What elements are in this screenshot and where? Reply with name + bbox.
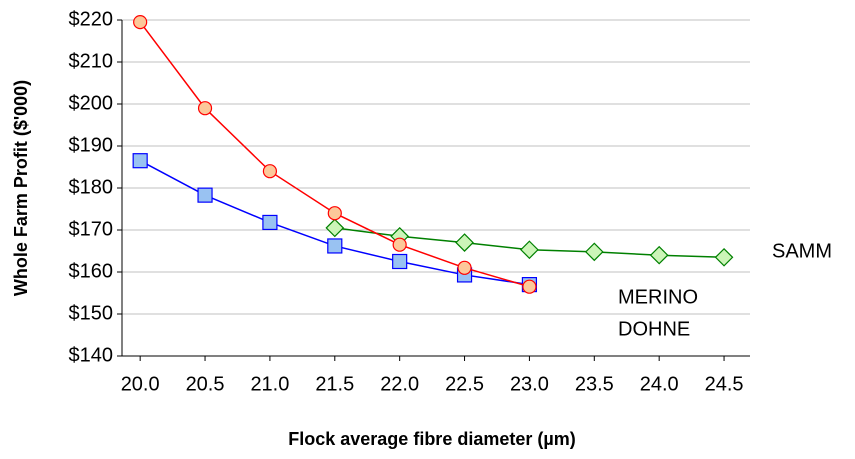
y-tick-label: $160 bbox=[69, 260, 114, 282]
point bbox=[325, 218, 345, 238]
point bbox=[392, 237, 407, 252]
x-axis-title: Flock average fibre diameter (µm) bbox=[288, 429, 575, 449]
point bbox=[262, 214, 278, 231]
point bbox=[649, 245, 669, 265]
y-tick-label: $180 bbox=[69, 176, 114, 198]
point bbox=[327, 206, 342, 221]
x-tick-label: 21.0 bbox=[250, 373, 289, 395]
point bbox=[392, 253, 408, 270]
x-tick-label: 24.0 bbox=[640, 373, 679, 395]
point bbox=[262, 164, 278, 179]
point bbox=[132, 153, 148, 169]
y-tick-label: $150 bbox=[69, 302, 114, 324]
series-label: DOHNE bbox=[618, 318, 690, 340]
point bbox=[455, 233, 474, 252]
series-label: MERINO bbox=[618, 286, 698, 308]
point bbox=[133, 15, 148, 30]
x-tick-label: 22.0 bbox=[380, 373, 419, 395]
y-tick-label: $220 bbox=[69, 8, 114, 30]
y-tick-label: $210 bbox=[69, 50, 114, 72]
y-tick-label: $140 bbox=[69, 344, 114, 366]
x-tick-label: 21.5 bbox=[315, 373, 354, 395]
x-tick-label: 22.5 bbox=[445, 373, 484, 395]
x-tick-label: 23.5 bbox=[575, 373, 614, 395]
point bbox=[584, 242, 604, 262]
point bbox=[197, 101, 213, 116]
x-tick-label: 20.5 bbox=[186, 373, 225, 395]
x-tick-label: 23.0 bbox=[510, 373, 549, 395]
y-axis-title: Whole Farm Profit ($'000) bbox=[11, 80, 31, 296]
y-tick-label: $190 bbox=[69, 134, 114, 156]
point bbox=[457, 260, 472, 275]
point bbox=[520, 240, 539, 260]
point bbox=[714, 247, 734, 267]
point bbox=[197, 187, 213, 203]
point bbox=[522, 279, 537, 294]
series-label: SAMM bbox=[772, 240, 832, 262]
x-tick-label: 20.0 bbox=[121, 373, 160, 395]
y-tick-label: $200 bbox=[69, 92, 114, 114]
point bbox=[327, 238, 343, 254]
x-tick-label: 24.5 bbox=[705, 373, 744, 395]
y-tick-label: $170 bbox=[69, 218, 114, 240]
